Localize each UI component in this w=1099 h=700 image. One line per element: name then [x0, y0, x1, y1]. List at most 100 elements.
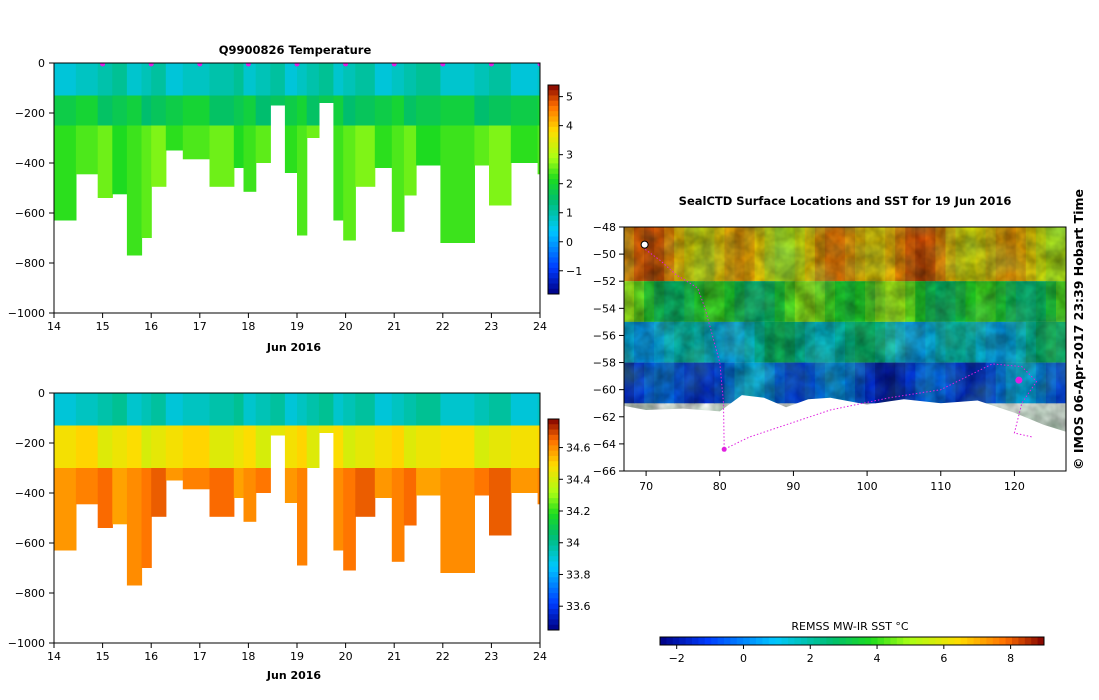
section-profile-cell — [374, 393, 393, 426]
colorbar-tick-label: 34 — [566, 537, 580, 550]
section-profile-cell — [284, 125, 298, 173]
colorbar-swatch — [548, 466, 559, 473]
colorbar-swatch — [548, 582, 559, 589]
section-profile-cell — [318, 95, 335, 103]
map-y-tick-label: −66 — [593, 465, 616, 478]
section-profile-cell — [255, 63, 271, 96]
map-y-tick-label: −64 — [593, 438, 616, 451]
section-profile-cell — [243, 125, 257, 192]
colorbar-swatch — [548, 550, 559, 557]
colorbar-swatch — [548, 137, 559, 143]
colorbar-swatch — [548, 593, 559, 599]
colorbar-swatch — [548, 571, 559, 578]
section-profile-cell — [54, 393, 77, 426]
surfacing-marker — [294, 63, 300, 67]
sst-colorbar-swatch — [884, 637, 891, 645]
colorbar-tick-label: 3 — [566, 149, 573, 162]
x-tick-label: 17 — [193, 650, 207, 663]
colorbar-swatch — [548, 132, 559, 138]
section-profile-cell — [243, 468, 257, 522]
section-profile-cell — [112, 425, 128, 468]
sst-colorbar-tick-label: −2 — [669, 652, 685, 665]
sst-colorbar-swatch — [864, 637, 872, 645]
map-y-tick-label: −52 — [593, 275, 616, 288]
sst-colorbar-swatch — [666, 637, 674, 645]
section-profile-cell — [151, 393, 167, 426]
section-profile-cell — [391, 393, 405, 426]
section-profile-cell — [374, 63, 393, 96]
section-profile-cell — [355, 393, 376, 426]
section-profile-cell — [343, 468, 356, 571]
y-tick-label: −600 — [15, 207, 45, 220]
colorbar-swatch — [548, 126, 559, 133]
sst-colorbar-swatch — [877, 637, 885, 645]
x-tick-label: 16 — [144, 650, 158, 663]
x-tick-label: 14 — [47, 320, 61, 333]
section-profile-cell — [243, 393, 257, 426]
colorbar-swatch — [548, 105, 559, 112]
sst-colorbar-swatch — [800, 637, 808, 645]
section-profile-cell — [141, 95, 152, 126]
section-profile-cell — [255, 425, 271, 468]
colorbar-swatch — [548, 194, 559, 201]
section-profile-cell — [537, 425, 540, 468]
colorbar-swatch — [548, 199, 559, 206]
section-profile-cell — [333, 468, 344, 551]
x-tick-label: 15 — [96, 320, 110, 333]
section-profile-cell — [54, 63, 77, 96]
colorbar-swatch — [548, 508, 559, 515]
sst-colorbar-swatch — [736, 637, 744, 645]
section-profile-cell — [297, 468, 308, 566]
section-profile-cell — [209, 468, 235, 517]
sst-colorbar-swatch — [679, 637, 687, 645]
sst-colorbar-swatch — [1005, 637, 1013, 645]
y-tick-label: −800 — [15, 257, 45, 270]
section-profile-cell — [112, 468, 128, 525]
section-profile-cell — [233, 125, 245, 168]
colorbar-swatch — [548, 498, 559, 504]
colorbar-swatch — [548, 529, 559, 536]
section-profile-cell — [306, 425, 320, 468]
section-profile-cell — [75, 425, 99, 468]
section-profile-cell — [391, 95, 405, 126]
section-profile-cell — [126, 125, 143, 256]
colorbar-swatch — [548, 173, 559, 180]
colorbar-tick-label: 4 — [566, 120, 573, 133]
seal-track — [642, 246, 1038, 451]
section-profile-cell — [75, 393, 99, 426]
section-profile-cell — [374, 468, 393, 498]
colorbar-tick-label: 34.4 — [566, 473, 591, 486]
colorbar-swatch — [548, 603, 559, 610]
section-profile-cell — [182, 63, 211, 96]
section-profile-cell — [297, 425, 308, 468]
x-tick-label: 22 — [436, 650, 450, 663]
section-profile-cell — [182, 468, 211, 490]
section-profile-cell — [151, 95, 167, 126]
section-profile-cell — [270, 425, 286, 436]
sst-colorbar-swatch — [788, 637, 795, 645]
x-tick-label: 20 — [339, 320, 353, 333]
x-tick-label: 24 — [533, 650, 547, 663]
y-tick-label: −400 — [15, 157, 45, 170]
section-profile-cell — [126, 425, 143, 468]
sst-colorbar-swatch — [999, 637, 1007, 645]
colorbar-swatch — [548, 566, 559, 573]
section-profile-cell — [537, 95, 540, 126]
section-profile-cell — [233, 63, 245, 96]
colorbar-swatch — [548, 545, 559, 552]
location-marker — [721, 446, 727, 452]
sst-colorbar-swatch — [852, 637, 859, 645]
colorbar-swatch — [548, 535, 559, 541]
section-profile-cell — [151, 125, 167, 187]
section-profile-cell — [510, 425, 539, 468]
section-profile-cell — [343, 63, 356, 96]
section-profile-cell — [54, 95, 77, 126]
section-profile-cell — [209, 393, 235, 426]
map-x-tick-label: 70 — [639, 480, 653, 493]
colorbar-swatch — [548, 241, 559, 248]
section-profile-cell — [97, 63, 113, 96]
surfacing-marker — [245, 63, 251, 67]
colorbar-swatch — [548, 440, 559, 446]
sst-colorbar-swatch — [813, 637, 821, 645]
x-tick-label: 22 — [436, 320, 450, 333]
